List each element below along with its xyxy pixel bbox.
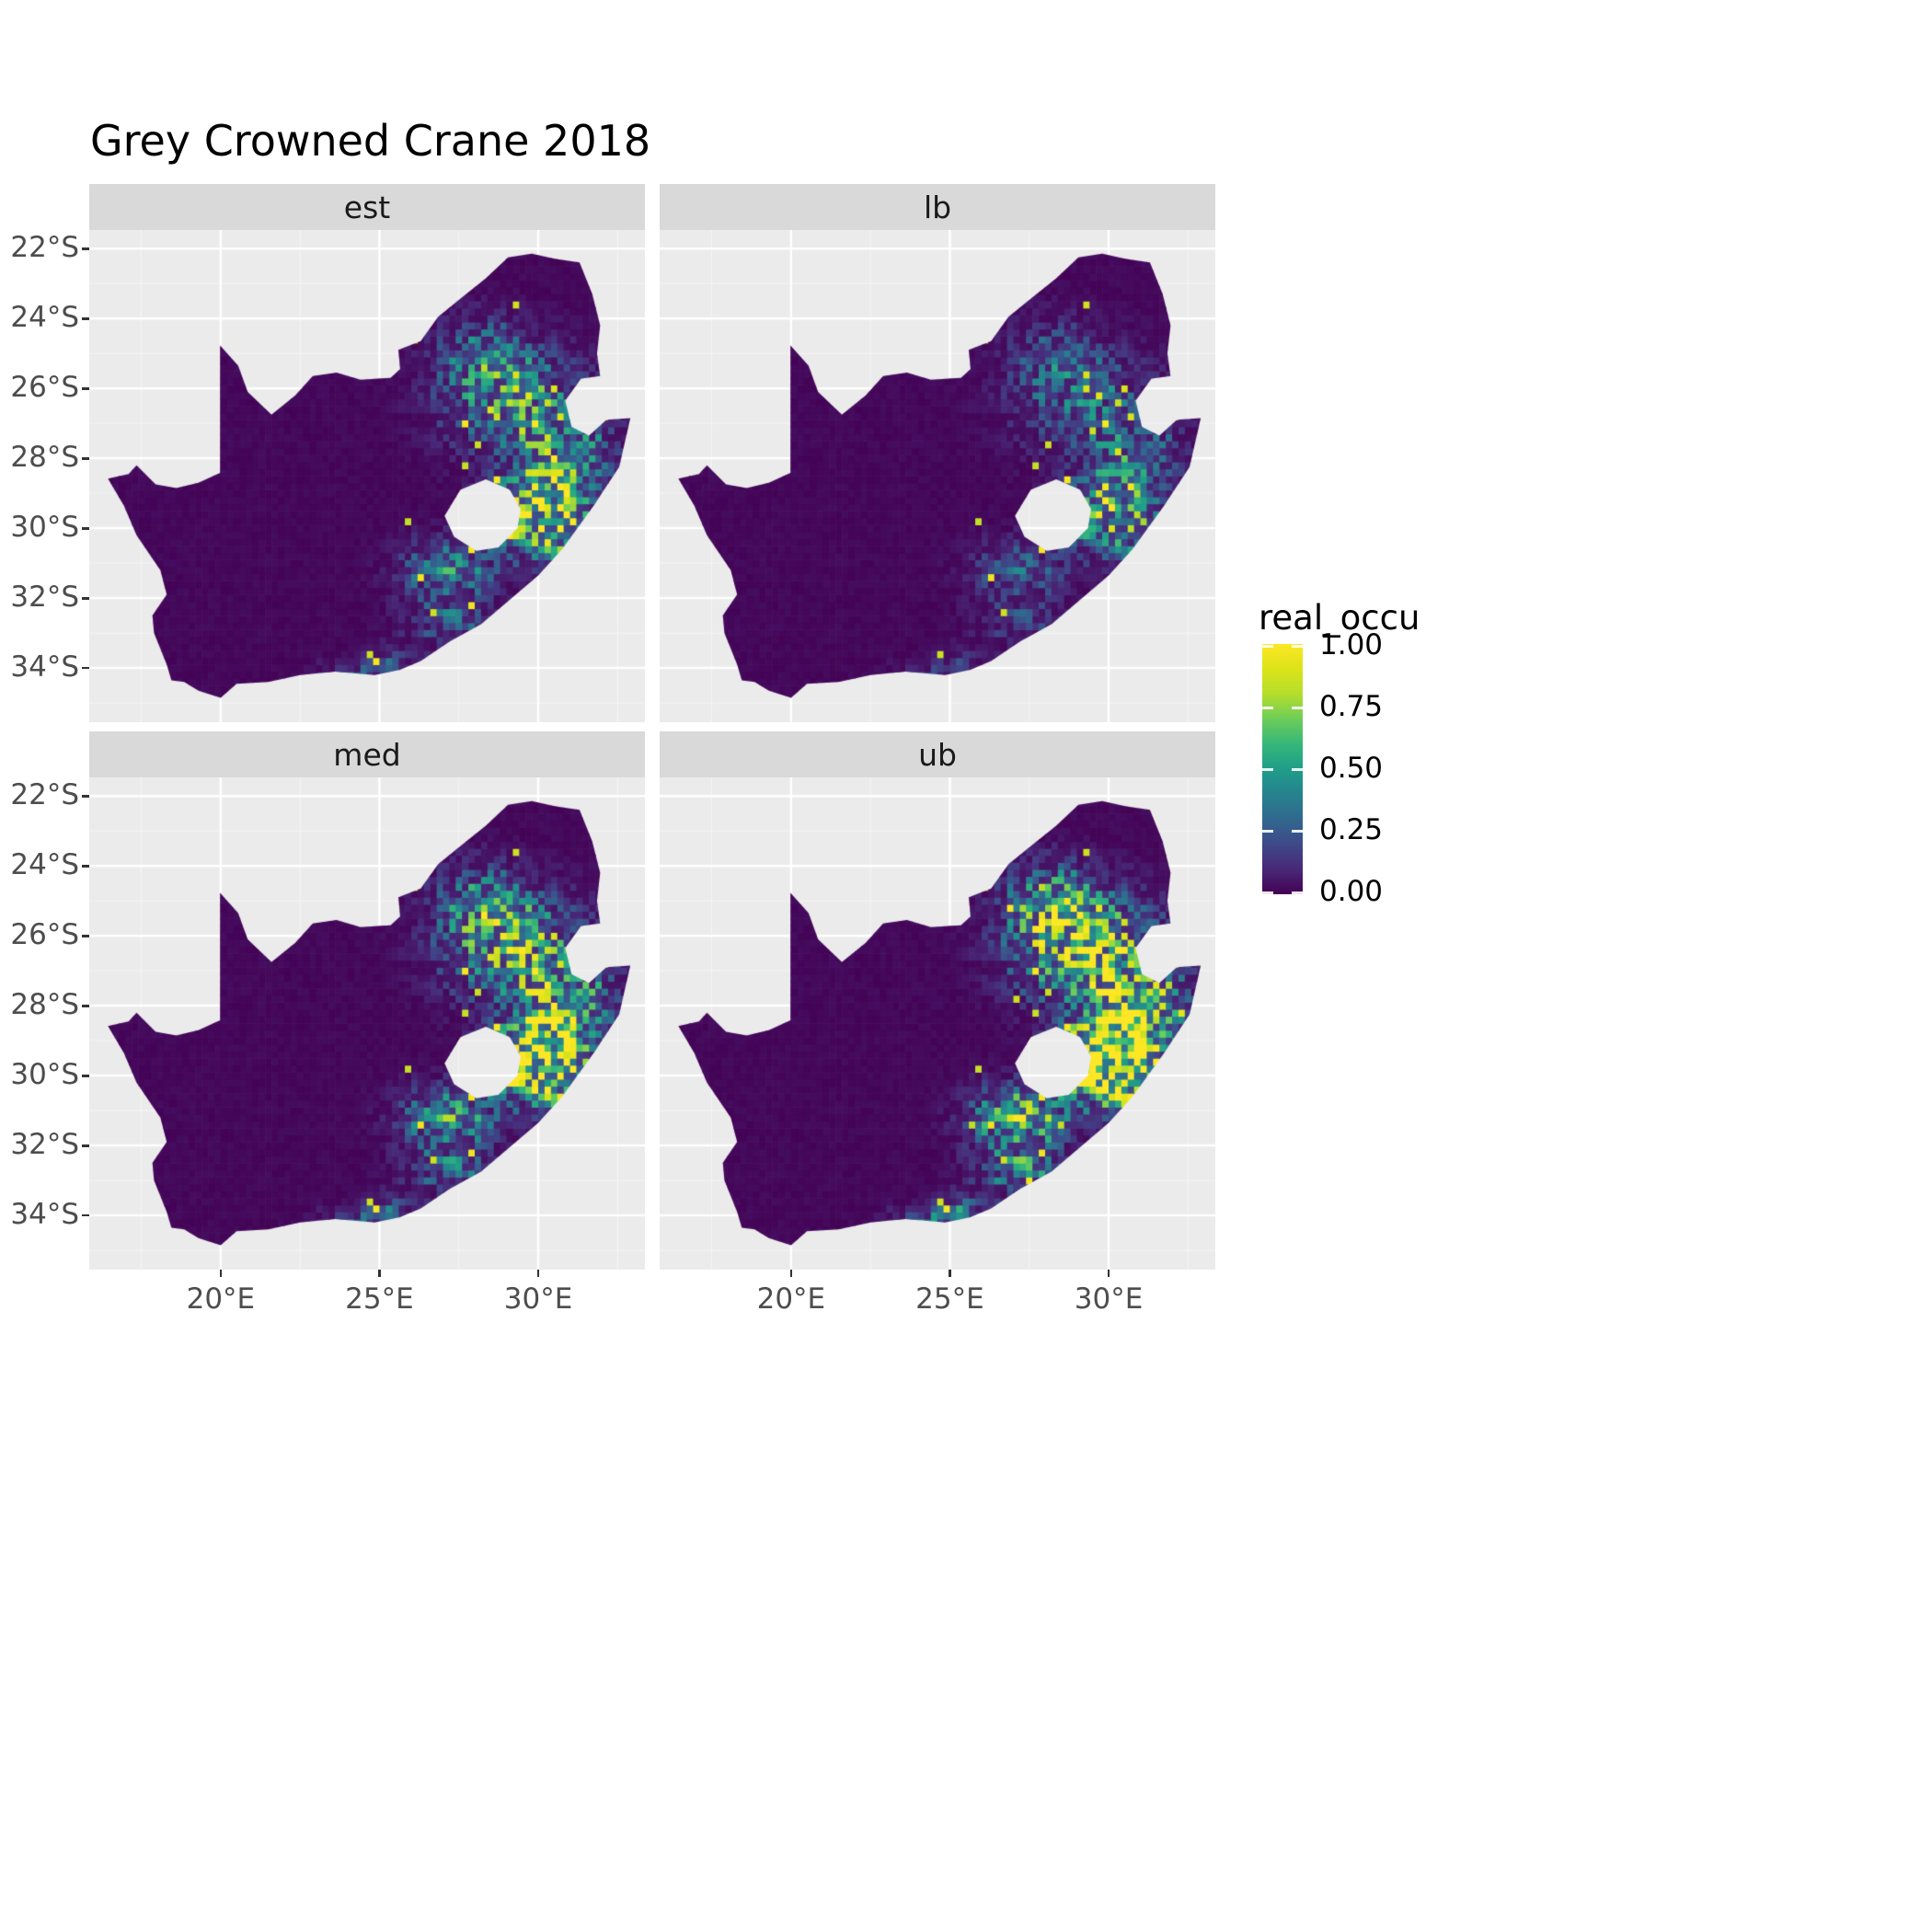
legend-tick-label: 1.00 [1319, 628, 1384, 661]
y-axis-tick-mark [82, 1005, 89, 1007]
y-axis-tick-mark [82, 865, 89, 868]
legend-tick-mark [1292, 829, 1303, 833]
legend-tick-label: 0.75 [1319, 690, 1384, 723]
y-axis-tick-label: 22°S [10, 778, 79, 812]
legend-tick-mark [1262, 767, 1273, 771]
y-axis-tick-mark [82, 527, 89, 530]
y-axis-tick-mark [82, 317, 89, 320]
x-axis-tick-label: 20°E [756, 1282, 826, 1316]
facet-strip-label-lb: lb [923, 189, 952, 225]
x-axis-tick-label: 25°E [345, 1282, 414, 1316]
legend-tick-mark [1292, 706, 1303, 709]
legend-tick-mark [1292, 644, 1303, 648]
facet-strip-med: med [89, 731, 645, 777]
y-axis-tick-label: 32°S [10, 1128, 79, 1162]
y-axis-tick-label: 28°S [10, 988, 79, 1022]
y-axis-tick-mark [82, 1144, 89, 1147]
y-axis-tick-label: 34°S [10, 1198, 79, 1232]
x-axis-tick-mark [789, 1270, 793, 1277]
facet-strip-est: est [89, 184, 645, 230]
x-axis-tick-mark [219, 1270, 223, 1277]
y-axis-tick-mark [82, 457, 89, 460]
map-panel-lb [660, 230, 1215, 722]
y-axis-tick-mark [82, 795, 89, 798]
facet-strip-ub: ub [660, 731, 1215, 777]
y-axis-tick-mark [82, 597, 89, 600]
y-axis-tick-label: 30°S [10, 1058, 79, 1092]
legend-tick-mark [1292, 767, 1303, 771]
y-axis-tick-mark [82, 1075, 89, 1077]
y-axis-tick-mark [82, 667, 89, 670]
y-axis-tick-label: 26°S [10, 918, 79, 952]
y-axis-tick-label: 32°S [10, 581, 79, 615]
y-axis-tick-mark [82, 1214, 89, 1217]
y-axis-tick-label: 26°S [10, 371, 79, 405]
legend-tick-mark [1292, 891, 1303, 894]
y-axis-tick-label: 24°S [10, 848, 79, 882]
facet-strip-label-med: med [333, 736, 401, 773]
y-axis-tick-mark [82, 247, 89, 250]
facet-strip-lb: lb [660, 184, 1215, 230]
y-axis-tick-label: 30°S [10, 511, 79, 545]
legend-tick-label: 0.00 [1319, 875, 1384, 908]
legend-tick-mark [1262, 829, 1273, 833]
facet-strip-label-ub: ub [918, 736, 957, 773]
map-panel-est [89, 230, 645, 722]
legend-tick-mark [1262, 706, 1273, 709]
y-axis-tick-mark [82, 387, 89, 390]
map-panel-ub [660, 777, 1215, 1270]
legend-tick-label: 0.50 [1319, 752, 1384, 785]
x-axis-tick-label: 30°E [1074, 1282, 1144, 1316]
x-axis-tick-mark [949, 1270, 951, 1277]
y-axis-tick-label: 28°S [10, 441, 79, 475]
map-panel-med [89, 777, 645, 1270]
legend-tick-mark [1262, 891, 1273, 894]
y-axis-tick-label: 34°S [10, 650, 79, 684]
plot-title: Grey Crowned Crane 2018 [90, 116, 651, 166]
y-axis-tick-label: 22°S [10, 231, 79, 265]
x-axis-tick-mark [378, 1270, 381, 1277]
y-axis-tick-label: 24°S [10, 301, 79, 335]
x-axis-tick-label: 25°E [915, 1282, 984, 1316]
legend-tick-mark [1262, 644, 1273, 648]
x-axis-tick-mark [1108, 1270, 1110, 1277]
legend-title: real_occu [1259, 598, 1420, 638]
y-axis-tick-mark [82, 935, 89, 937]
x-axis-tick-label: 30°E [503, 1282, 573, 1316]
x-axis-tick-label: 20°E [186, 1282, 256, 1316]
x-axis-tick-mark [537, 1270, 540, 1277]
facet-strip-label-est: est [343, 189, 391, 225]
legend-tick-label: 0.25 [1319, 813, 1384, 846]
